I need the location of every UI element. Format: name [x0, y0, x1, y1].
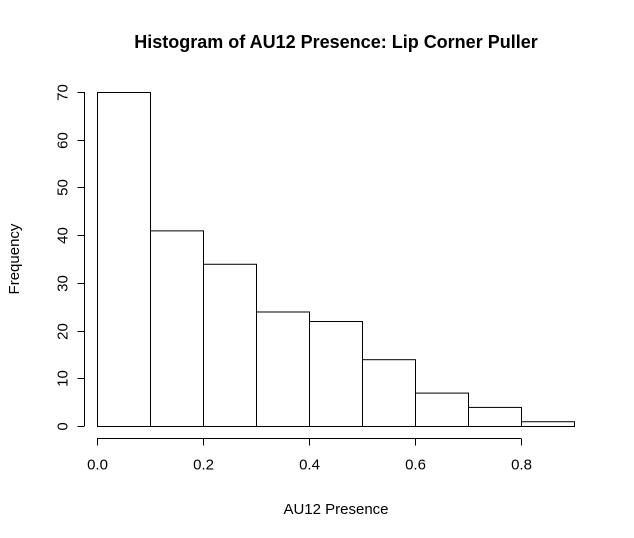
- histogram-bar-1: [150, 230, 204, 427]
- x-axis-label: AU12 Presence: [283, 501, 388, 518]
- x-tick-label-1: 0.2: [193, 457, 214, 474]
- y-tick-label-0: 0: [55, 422, 72, 430]
- histogram-bar-8: [521, 421, 575, 428]
- histogram-bar-5: [362, 359, 416, 428]
- x-axis: 0.0 0.2 0.4 0.6 0.8: [87, 438, 532, 474]
- histogram-bar-7: [468, 406, 522, 427]
- x-tick-label-3: 0.6: [405, 457, 426, 474]
- histogram-bar-2: [203, 263, 257, 427]
- y-tick-label-7: 70: [55, 84, 72, 101]
- y-tick-label-5: 50: [55, 179, 72, 196]
- y-tick-label-2: 20: [55, 323, 72, 340]
- y-tick-label-1: 10: [55, 370, 72, 387]
- y-axis: 0 10 20 30 40 50 60 70: [55, 84, 85, 431]
- x-tick-label-4: 0.8: [511, 457, 532, 474]
- y-tick-label-6: 60: [55, 132, 72, 149]
- histogram-bar-4: [309, 321, 363, 427]
- y-tick-label-4: 40: [55, 227, 72, 244]
- bars-group: [97, 92, 575, 428]
- histogram-bar-6: [415, 392, 469, 428]
- y-tick-label-3: 30: [55, 275, 72, 292]
- y-axis-label: Frequency: [6, 223, 23, 294]
- x-tick-label-0: 0.0: [87, 457, 108, 474]
- chart-title: Histogram of AU12 Presence: Lip Corner P…: [134, 32, 537, 52]
- histogram-bar-0: [97, 92, 151, 427]
- x-tick-label-2: 0.4: [299, 457, 320, 474]
- histogram-bar-3: [256, 311, 310, 427]
